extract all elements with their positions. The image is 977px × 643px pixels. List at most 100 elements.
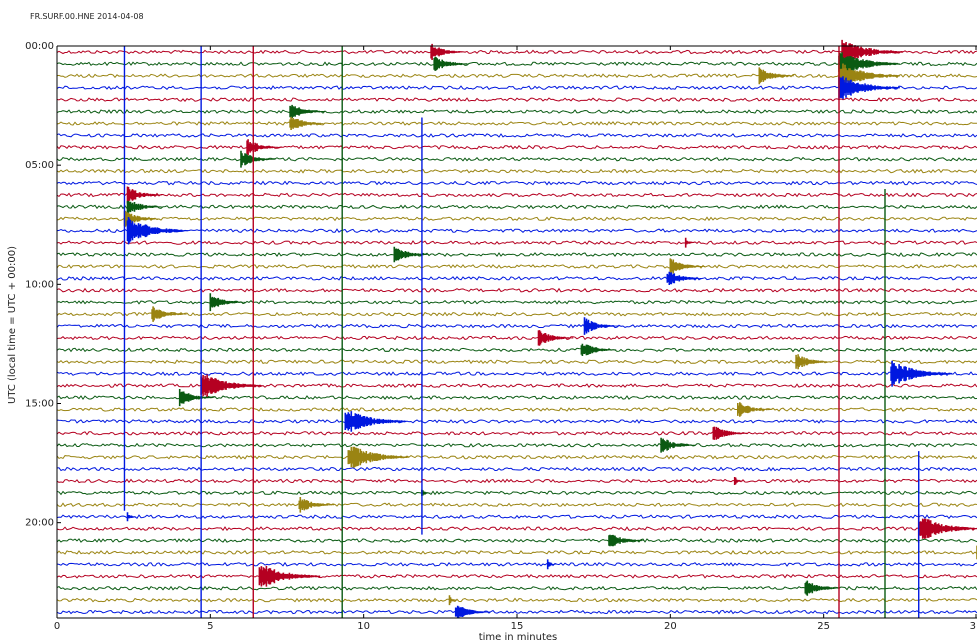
vertical-line-group: [123, 46, 920, 618]
trace-line: [56, 144, 977, 150]
trace-line: [56, 466, 977, 472]
trace-line: [56, 49, 977, 55]
x-tick-label: 25: [817, 621, 830, 632]
event-spike: [347, 446, 410, 468]
trace-line: [56, 73, 977, 79]
trace-line: [56, 597, 977, 603]
trace-line: [56, 204, 977, 210]
trace-line: [56, 573, 977, 579]
trace-line: [56, 442, 977, 448]
event-spike: [669, 258, 706, 275]
event-spike: [200, 374, 262, 397]
event-spike: [289, 116, 325, 130]
event-spike: [126, 512, 137, 522]
trace-line: [56, 335, 977, 341]
event-spike: [448, 595, 459, 606]
event-spike: [454, 605, 491, 619]
trace-line: [56, 430, 977, 436]
event-spike: [537, 330, 574, 346]
event-spike: [737, 402, 773, 417]
event-spike: [289, 104, 325, 119]
y-tick-label: 20:00: [25, 518, 54, 529]
trace-line: [56, 454, 977, 460]
x-axis-label: time in minutes: [479, 632, 558, 643]
trace-line: [56, 561, 977, 567]
event-spike: [795, 354, 831, 370]
x-tick-label: 5: [207, 621, 213, 632]
x-tick-label: 0: [54, 621, 60, 632]
trace-line: [56, 156, 977, 162]
event-spike: [804, 580, 841, 596]
trace-line: [56, 109, 977, 114]
event-spike: [660, 437, 696, 453]
y-tick-group: 00:00 05:00 10:00 15:00 20:00: [25, 41, 61, 529]
event-spike: [151, 306, 187, 322]
trace-line: [56, 264, 977, 270]
event-spike: [344, 411, 407, 432]
trace-line: [56, 299, 977, 305]
x-tick-label: 20: [664, 621, 677, 632]
trace-line: [56, 490, 977, 496]
event-spike: [393, 246, 430, 263]
y-axis-label: UTC (local time = UTC + 00:00): [7, 246, 18, 404]
event-spike: [758, 67, 795, 85]
event-spike: [890, 360, 952, 387]
trace-line: [56, 323, 977, 329]
event-spike: [178, 389, 215, 407]
trace-line: [56, 192, 977, 198]
event-spike: [126, 217, 189, 245]
trace-line: [56, 311, 977, 317]
trace-line: [56, 478, 977, 484]
x-tick-label: 3: [970, 621, 976, 632]
event-spike: [546, 559, 557, 570]
y-tick-label: 10:00: [25, 279, 54, 290]
event-spike: [126, 186, 163, 204]
trace-line: [56, 550, 977, 555]
event-spike: [258, 565, 321, 587]
y-tick-label: 15:00: [25, 399, 54, 410]
x-tick-label: 10: [357, 621, 370, 632]
trace-line: [56, 168, 977, 174]
event-spike: [421, 489, 431, 496]
event-spike: [712, 426, 749, 440]
trace-line: [56, 97, 977, 103]
event-spike: [298, 497, 335, 513]
event-group: [123, 39, 977, 619]
event-spike: [209, 293, 246, 312]
event-spike: [246, 139, 282, 156]
trace-line: [56, 216, 977, 222]
event-spike: [684, 237, 695, 248]
trace-line: [56, 514, 977, 520]
x-tick-group: 0 5 10 15 20 25 3: [54, 46, 977, 632]
event-spike: [841, 39, 903, 65]
event-spike: [240, 150, 276, 168]
event-spike: [126, 200, 163, 213]
event-spike: [430, 43, 466, 60]
trace-line: [56, 121, 977, 126]
trace-line: [56, 407, 977, 412]
event-spike: [733, 477, 744, 485]
trace-line: [56, 240, 977, 245]
event-spike: [583, 317, 620, 335]
x-tick-label: 15: [511, 621, 524, 632]
trace-line: [56, 85, 977, 91]
trace-line: [56, 133, 977, 138]
trace-line: [56, 252, 977, 257]
y-tick-label: 00:00: [25, 41, 54, 52]
chart-title: FR.SURF.00.HNE 2014-04-08: [30, 12, 144, 21]
y-tick-label: 05:00: [25, 160, 54, 171]
trace-group: [56, 49, 977, 615]
trace-line: [56, 287, 977, 293]
event-spike: [608, 534, 644, 547]
event-spike: [666, 271, 703, 285]
trace-line: [56, 419, 977, 424]
event-spike: [433, 56, 469, 71]
trace-line: [56, 275, 977, 281]
trace-line: [56, 609, 977, 615]
trace-line: [56, 502, 977, 508]
trace-line: [56, 61, 977, 67]
trace-line: [56, 526, 977, 532]
event-spike: [917, 514, 977, 543]
trace-line: [56, 371, 977, 377]
